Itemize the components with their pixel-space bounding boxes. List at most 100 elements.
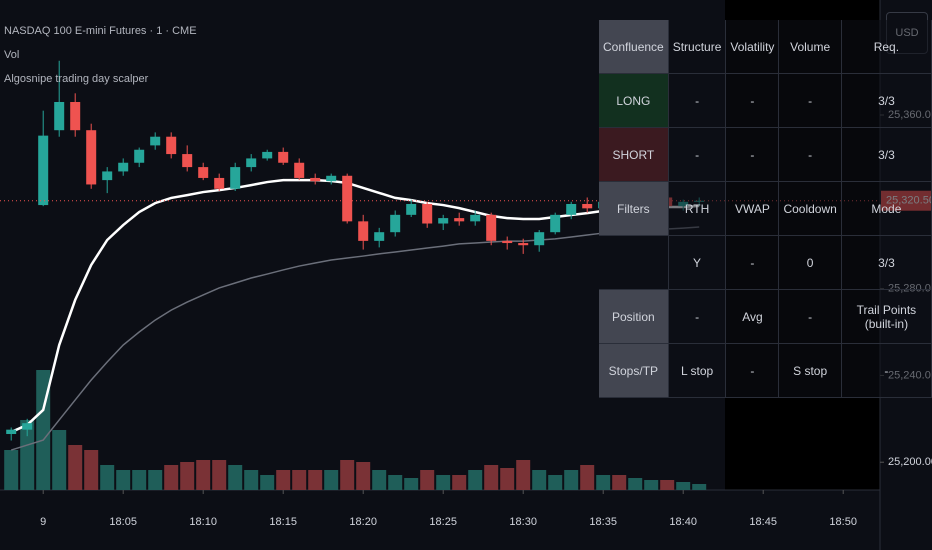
candle-body xyxy=(294,162,305,178)
volume-bar xyxy=(612,475,627,490)
candle-body xyxy=(422,203,433,224)
table-cell: L stop xyxy=(668,343,727,398)
volume-bar xyxy=(692,484,707,490)
table-row: Stops/TP L stop - S stop - xyxy=(599,343,932,398)
volume-bar xyxy=(132,470,147,490)
x-tick-label: 18:25 xyxy=(429,516,457,528)
volume-bar xyxy=(388,475,403,490)
table-cell: - xyxy=(668,73,727,128)
candle-body xyxy=(470,214,481,222)
table-cell: - xyxy=(778,73,842,128)
volume-bar xyxy=(244,470,259,490)
table-cell: Position xyxy=(599,289,669,344)
table-cell: - xyxy=(725,127,780,182)
candle-body xyxy=(262,151,273,159)
candle-body xyxy=(134,149,145,163)
x-tick-label: 9 xyxy=(40,516,46,528)
candle-body xyxy=(486,214,497,241)
volume-bar xyxy=(580,465,595,490)
table-row: LONG - - -3/3 xyxy=(599,73,932,128)
volume-bar xyxy=(420,470,435,490)
x-tick-label: 18:30 xyxy=(509,516,537,528)
table-cell: RTH xyxy=(668,181,727,236)
candle-body xyxy=(70,101,81,131)
volume-bar xyxy=(372,470,387,490)
candle-body xyxy=(54,101,65,131)
table-cell: - xyxy=(668,127,727,182)
table-cell: - xyxy=(778,289,842,344)
table-cell: LONG xyxy=(599,73,669,128)
table-cell: 3/3 xyxy=(841,235,932,290)
table-cell: - xyxy=(725,235,780,290)
table-cell: Filters xyxy=(599,181,669,236)
volume-bar xyxy=(260,475,275,490)
candle-body xyxy=(534,232,545,246)
table-cell: Cooldown xyxy=(778,181,842,236)
moving-average xyxy=(10,226,700,451)
table-cell: Confluence xyxy=(599,20,669,74)
volume-bar xyxy=(4,450,19,490)
candle-body xyxy=(310,177,321,182)
volume-bar xyxy=(212,460,227,490)
table-cell: VWAP xyxy=(725,181,780,236)
volume-bar xyxy=(100,465,115,490)
volume-bar xyxy=(356,462,371,490)
candle-body xyxy=(326,175,337,182)
table-cell: 3/3 xyxy=(841,73,932,128)
volume-bar xyxy=(404,478,419,490)
x-tick-label: 18:05 xyxy=(109,516,137,528)
indicator: Algosnipe trading day scalper xyxy=(4,73,149,85)
candle-body xyxy=(406,203,417,215)
table-cell: Trail Points (built-in) xyxy=(841,289,932,344)
table-cell: S stop xyxy=(778,343,842,398)
candle-body xyxy=(150,136,161,146)
candle-body xyxy=(166,136,177,155)
table-cell: Mode xyxy=(841,181,932,236)
x-tick-label: 18:40 xyxy=(669,516,697,528)
table-cell: - xyxy=(778,127,842,182)
candle-body xyxy=(230,167,241,189)
table-cell: - xyxy=(668,289,727,344)
volume-bar xyxy=(196,460,211,490)
table-cell xyxy=(599,235,669,290)
table-row: Position - Avg - Trail Points (built-in) xyxy=(599,289,932,344)
table-row: Y -0 3/3 xyxy=(599,235,932,290)
table-cell: Y xyxy=(668,235,727,290)
volume-bar xyxy=(20,420,35,490)
table-cell: 0 xyxy=(778,235,842,290)
volume-bar xyxy=(484,465,499,490)
candle-body xyxy=(198,167,209,178)
table-row: Filters RTH VWAP Cooldown Mode xyxy=(599,181,932,236)
candle-body xyxy=(358,221,369,241)
volume-bar xyxy=(660,480,675,490)
candle-body xyxy=(214,177,225,189)
table-cell: - xyxy=(725,343,780,398)
volume-bar xyxy=(452,475,467,490)
candle-body xyxy=(582,203,593,209)
volume-bar xyxy=(500,468,515,490)
x-tick-label: 18:10 xyxy=(189,516,217,528)
volume-bar xyxy=(676,482,691,490)
table-row: SHORT - - -3/3 xyxy=(599,127,932,182)
x-tick-label: 18:15 xyxy=(269,516,297,528)
table-cell: SHORT xyxy=(599,127,669,182)
x-tick-label: 18:20 xyxy=(349,516,377,528)
candle-body xyxy=(118,162,129,172)
table-cell: - xyxy=(841,343,932,398)
x-tick-label: 18:35 xyxy=(589,516,617,528)
x-tick-label: 18:45 xyxy=(749,516,777,528)
candle-body xyxy=(278,151,289,163)
candle-body xyxy=(550,214,561,233)
table-cell: - xyxy=(725,73,780,128)
y-tick-label: 25,200.00 xyxy=(888,456,932,468)
table-cell: Structure xyxy=(668,20,727,74)
volume-bar xyxy=(468,470,483,490)
candle-body xyxy=(86,130,97,185)
table-cell: Stops/TP xyxy=(599,343,669,398)
symbol: NASDAQ 100 E-mini Futures · 1 · CME xyxy=(4,25,197,37)
volume-bar xyxy=(308,470,323,490)
info-table: Confluence Structure Volatility Volume Req. L… xyxy=(599,20,932,398)
candle-body xyxy=(6,429,17,435)
candle-body xyxy=(390,214,401,233)
